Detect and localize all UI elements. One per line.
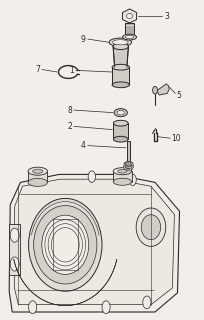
Circle shape xyxy=(126,168,128,171)
Circle shape xyxy=(130,168,131,171)
Text: 2: 2 xyxy=(67,122,72,131)
Text: 5: 5 xyxy=(176,91,181,100)
Ellipse shape xyxy=(28,179,48,186)
Polygon shape xyxy=(113,46,128,67)
Circle shape xyxy=(123,165,125,167)
Ellipse shape xyxy=(136,208,166,246)
Circle shape xyxy=(125,168,126,170)
Ellipse shape xyxy=(113,120,128,126)
Ellipse shape xyxy=(126,13,133,19)
Ellipse shape xyxy=(125,36,134,39)
Ellipse shape xyxy=(114,109,127,117)
Ellipse shape xyxy=(29,198,102,291)
Polygon shape xyxy=(122,9,137,23)
Circle shape xyxy=(10,228,19,242)
Text: 8: 8 xyxy=(67,106,72,115)
Text: 9: 9 xyxy=(81,35,86,44)
Circle shape xyxy=(129,174,136,186)
Polygon shape xyxy=(14,179,174,305)
Ellipse shape xyxy=(112,82,129,88)
Ellipse shape xyxy=(118,169,127,173)
Polygon shape xyxy=(28,171,47,182)
Ellipse shape xyxy=(115,65,127,69)
Circle shape xyxy=(10,257,19,271)
Circle shape xyxy=(127,162,129,164)
Circle shape xyxy=(132,166,134,168)
Ellipse shape xyxy=(123,34,136,40)
Text: 1: 1 xyxy=(69,66,74,75)
Polygon shape xyxy=(157,84,169,95)
Ellipse shape xyxy=(28,167,48,175)
Ellipse shape xyxy=(113,43,129,50)
Circle shape xyxy=(128,169,130,171)
Polygon shape xyxy=(125,23,134,35)
Circle shape xyxy=(132,165,134,168)
Polygon shape xyxy=(113,171,132,182)
Polygon shape xyxy=(9,174,180,312)
Ellipse shape xyxy=(113,168,132,175)
Ellipse shape xyxy=(109,38,132,46)
Ellipse shape xyxy=(124,162,133,166)
Text: 7: 7 xyxy=(35,65,40,74)
Ellipse shape xyxy=(141,215,161,240)
Polygon shape xyxy=(127,141,130,163)
Text: 3: 3 xyxy=(164,12,169,20)
Ellipse shape xyxy=(34,206,97,284)
Circle shape xyxy=(125,162,127,165)
Circle shape xyxy=(132,164,133,166)
Circle shape xyxy=(130,163,132,165)
Ellipse shape xyxy=(124,163,133,170)
Text: 10: 10 xyxy=(171,134,181,143)
Ellipse shape xyxy=(113,178,132,185)
Circle shape xyxy=(153,86,157,94)
Ellipse shape xyxy=(117,110,124,115)
Circle shape xyxy=(143,296,151,309)
Circle shape xyxy=(124,163,126,166)
Circle shape xyxy=(29,301,37,314)
Polygon shape xyxy=(112,67,129,85)
Ellipse shape xyxy=(112,64,129,70)
Circle shape xyxy=(124,166,125,169)
Circle shape xyxy=(131,167,133,170)
Ellipse shape xyxy=(33,169,43,173)
Circle shape xyxy=(29,174,36,186)
Ellipse shape xyxy=(113,136,128,142)
Polygon shape xyxy=(113,123,128,139)
Circle shape xyxy=(129,162,130,164)
Ellipse shape xyxy=(113,40,128,45)
Ellipse shape xyxy=(42,215,89,275)
Circle shape xyxy=(88,171,95,182)
Circle shape xyxy=(102,301,110,314)
Text: 4: 4 xyxy=(81,141,86,150)
Polygon shape xyxy=(9,224,20,275)
